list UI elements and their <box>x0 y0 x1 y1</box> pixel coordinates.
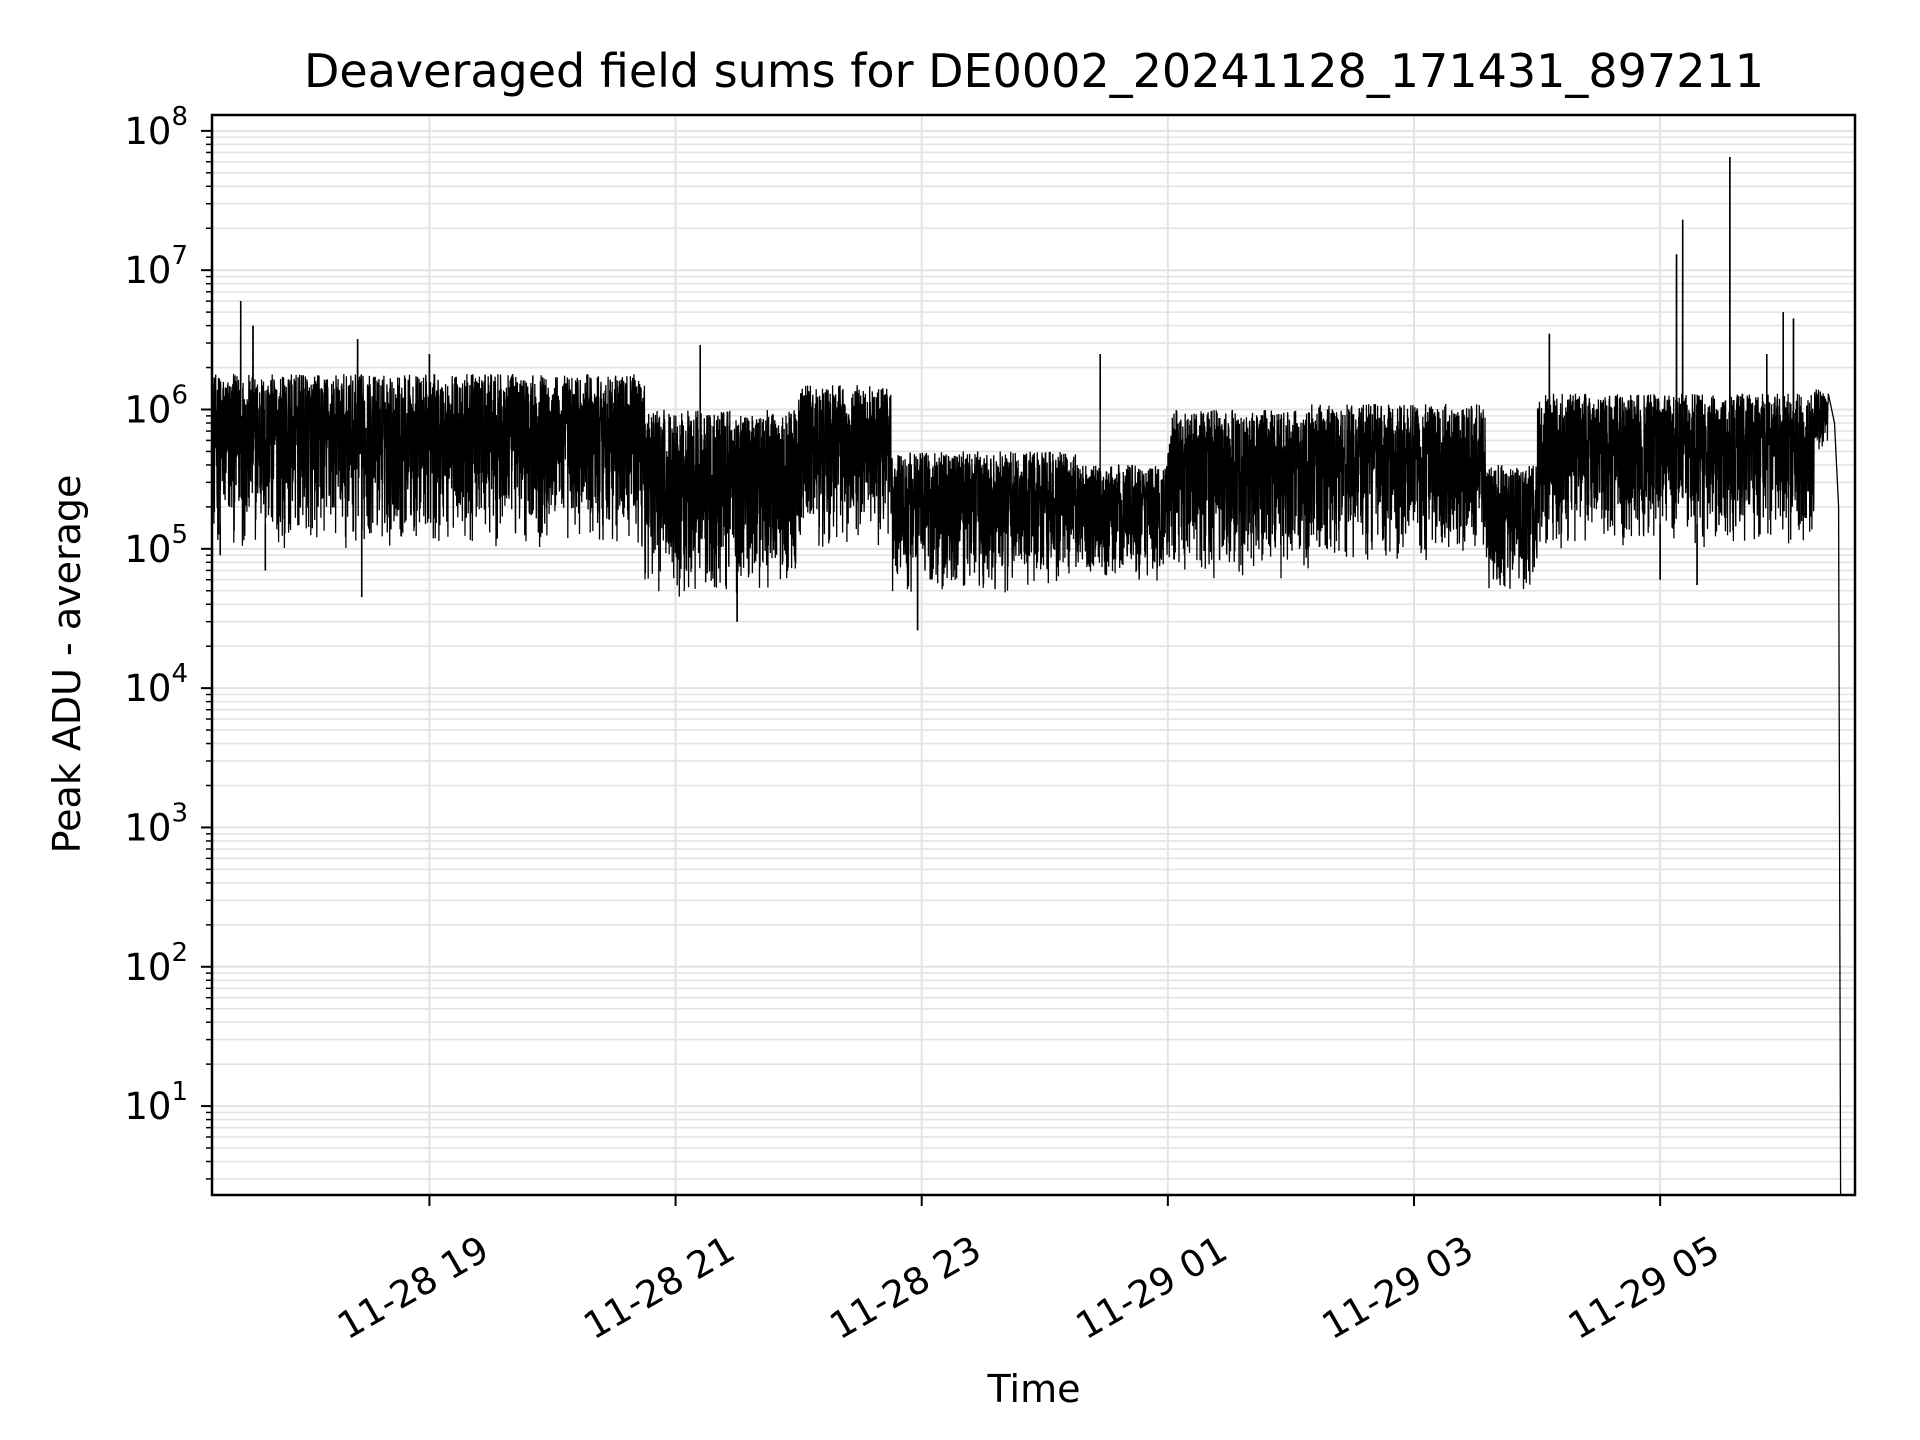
series-line <box>211 156 1842 1196</box>
series-layer <box>211 156 1842 1196</box>
grid-layer <box>212 115 1855 1195</box>
plot-frame <box>210 113 1857 1197</box>
x-axis-label: Time <box>987 1367 1081 1411</box>
chart-title: Deaveraged field sums for DE0002_2024112… <box>304 44 1764 98</box>
y-axis-label: Peak ADU - average <box>45 475 89 854</box>
